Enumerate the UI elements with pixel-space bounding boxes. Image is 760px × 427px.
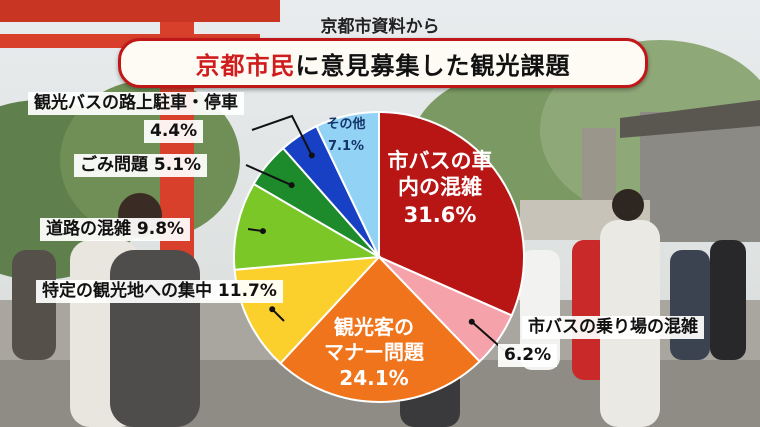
slice-label-text-6: ごみ問題 [80, 155, 154, 175]
slice-value-2: 6.2% [498, 344, 558, 367]
title-rest-text: に意見募集した観光課題 [295, 51, 571, 80]
slice-label-5: 道路の混雑 9.8% [40, 218, 191, 241]
leader-line-6 [245, 164, 293, 187]
slice-label-1-line-1: 市バスの車 [388, 149, 493, 173]
slice-value-7: 4.4% [144, 120, 204, 143]
pie-slice-5 [233, 182, 383, 271]
slice-label-4: 特定の観光地への集中 11.7% [36, 280, 283, 303]
slice-label-text-5: 道路の混雑 [46, 219, 137, 239]
pie-slice-3 [278, 255, 481, 403]
leader-line-7 [251, 114, 313, 156]
slice-value-6: 5.1% [153, 155, 202, 175]
slice-value-3: 24.1% [339, 366, 408, 390]
leader-dot-7 [308, 152, 315, 159]
leader-dot-5 [259, 228, 266, 235]
leader-dot-4 [269, 306, 276, 313]
slice-label-6: ごみ問題 5.1% [74, 154, 208, 177]
slice-label-3-line-1: 観光客の [334, 315, 414, 339]
slice-label-3-line-2: マナー問題 [324, 340, 425, 364]
leader-dot-6 [288, 182, 295, 189]
slice-label-8-line-1: その他 [326, 116, 365, 132]
source-caption: 京都市資料から [320, 17, 440, 37]
slice-value-1: 31.6% [404, 203, 477, 227]
slice-label-2: 市バスの乗り場の混雑 [522, 316, 704, 339]
title-accent-text: 京都市民 [195, 51, 296, 80]
slice-value-5: 9.8% [136, 219, 185, 239]
slice-value-8: 7.1% [328, 139, 364, 154]
chart-title: 京都市民 に意見募集した観光課題 [118, 38, 648, 88]
slice-label-1-line-2: 内の混雑 [398, 175, 482, 199]
leader-dot-2 [468, 318, 475, 325]
pie-slice-8 [315, 110, 380, 258]
slice-label-text-4: 特定の観光地への集中 [42, 281, 218, 301]
slice-value-4: 11.7% [217, 281, 277, 301]
pie-slice-1 [378, 110, 525, 317]
slice-label-7: 観光バスの路上駐車・停車 [28, 92, 244, 115]
